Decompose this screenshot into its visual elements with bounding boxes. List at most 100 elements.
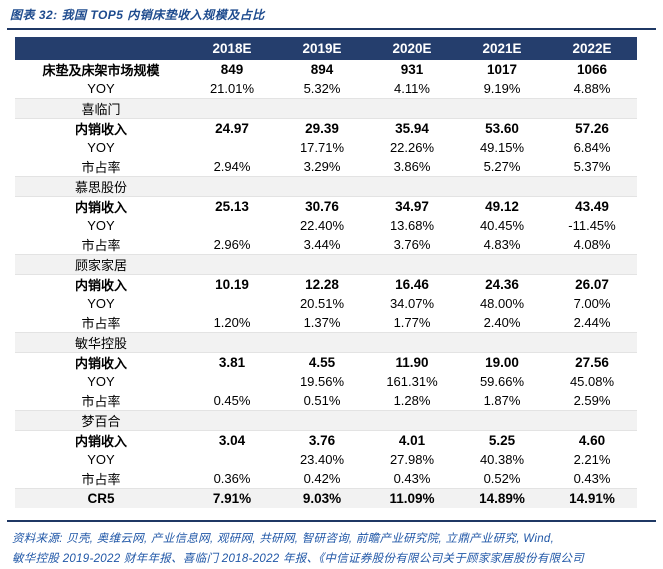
cell-value xyxy=(367,332,457,353)
cell-value: 35.94 xyxy=(395,121,429,136)
cell-value: 11.09% xyxy=(367,488,457,508)
cell-value: 161.31% xyxy=(386,374,438,389)
cell-value xyxy=(277,332,367,353)
cell-value: 43.49 xyxy=(575,199,609,214)
table-row: 喜临门 xyxy=(15,98,637,119)
row-label: 内销收入 xyxy=(74,356,127,371)
cell-value: 10.19 xyxy=(215,277,249,292)
source-line-2: 敏华控股 2019-2022 财年年报、喜临门 2018-2022 年报、《中信… xyxy=(12,553,585,565)
cell-value: 34.97 xyxy=(395,199,429,214)
cell-value: 1.77% xyxy=(393,315,431,330)
cell-value: 1017 xyxy=(486,62,518,77)
cell-value: 4.83% xyxy=(483,237,521,252)
cell-value: 17.71% xyxy=(299,140,345,155)
row-label: YOY xyxy=(87,296,115,311)
table-row: 市占率 1.20% 1.37% 1.77% 2.40% 2.44% xyxy=(15,313,637,333)
cell-value: 24.97 xyxy=(215,121,249,136)
cell-value: 30.76 xyxy=(305,199,339,214)
cell-value: 27.98% xyxy=(389,452,435,467)
table-body: 床垫及床架市场规模 849 894 931 1017 1066 YOY 21.01% 5.32%… xyxy=(15,60,637,508)
row-label: 内销收入 xyxy=(74,200,127,215)
cell-value: 0.45% xyxy=(213,393,251,408)
table-row: YOY 17.71% 22.26% 49.15% 6.84% xyxy=(15,138,637,157)
cell-value: 19.56% xyxy=(299,374,345,389)
cell-value: 49.15% xyxy=(479,140,525,155)
cell-value: 24.36 xyxy=(485,277,519,292)
cell-value: 27.56 xyxy=(575,355,609,370)
cell-value: 1.20% xyxy=(213,315,251,330)
cell-value: 45.08% xyxy=(569,374,615,389)
cell-value xyxy=(187,98,277,119)
row-label: 市占率 xyxy=(81,238,121,253)
cell-value: 5.32% xyxy=(303,81,341,96)
cell-value: 9.19% xyxy=(483,81,521,96)
cell-value xyxy=(547,254,637,275)
cell-value: 20.51% xyxy=(299,296,345,311)
cell-value: 2.94% xyxy=(213,159,251,174)
cell-value xyxy=(457,410,547,431)
cell-value: 13.68% xyxy=(389,218,435,233)
cell-value: 4.88% xyxy=(573,81,611,96)
column-header-2019e: 2019E xyxy=(277,37,367,60)
column-header-2021e: 2021E xyxy=(457,37,547,60)
cell-value: 40.45% xyxy=(479,218,525,233)
cell-value: 4.01 xyxy=(398,433,426,448)
cell-value xyxy=(187,294,277,313)
top5-mattress-table: 2018E 2019E 2020E 2021E 2022E 床垫及床架市场规模 849 89… xyxy=(15,37,637,508)
cell-value: 9.03% xyxy=(277,488,367,508)
table-row: 内销收入 24.97 29.39 35.94 53.60 57.26 xyxy=(15,119,637,139)
cell-value: 34.07% xyxy=(389,296,435,311)
table-row: 顾家家居 xyxy=(15,254,637,275)
row-label: 市占率 xyxy=(81,394,121,409)
row-label: 顾家家居 xyxy=(15,254,187,275)
row-label: YOY xyxy=(87,374,115,389)
cell-value xyxy=(187,176,277,197)
cell-value xyxy=(187,216,277,235)
cell-value xyxy=(187,372,277,391)
cell-value: 5.37% xyxy=(573,159,611,174)
cell-value: 7.91% xyxy=(187,488,277,508)
row-label: 床垫及床架市场规模 xyxy=(42,63,160,78)
cell-value: 0.51% xyxy=(303,393,341,408)
cell-value xyxy=(367,254,457,275)
table-row: YOY 20.51% 34.07% 48.00% 7.00% xyxy=(15,294,637,313)
cell-value: 57.26 xyxy=(575,121,609,136)
cell-value: 1.37% xyxy=(303,315,341,330)
table-row: CR5 7.91% 9.03% 11.09% 14.89% 14.91% xyxy=(15,488,637,508)
cell-value: 4.08% xyxy=(573,237,611,252)
cell-value: 0.43% xyxy=(573,471,611,486)
row-label: YOY xyxy=(87,218,115,233)
cell-value: 2.96% xyxy=(213,237,251,252)
cell-value xyxy=(367,98,457,119)
title-divider xyxy=(7,28,656,30)
cell-value: 25.13 xyxy=(215,199,249,214)
table-row: 市占率 0.45% 0.51% 1.28% 1.87% 2.59% xyxy=(15,391,637,411)
table-row: YOY 22.40% 13.68% 40.45% -11.45% xyxy=(15,216,637,235)
row-label: 内销收入 xyxy=(74,434,127,449)
table-row: 床垫及床架市场规模 849 894 931 1017 1066 xyxy=(15,60,637,79)
cell-value: 5.27% xyxy=(483,159,521,174)
cell-value: 26.07 xyxy=(575,277,609,292)
report-page: 图表 32: 我国 TOP5 内销床垫收入规模及占比 2018E 2019E 202… xyxy=(7,8,656,565)
cell-value: 3.04 xyxy=(218,433,246,448)
cell-value: 16.46 xyxy=(395,277,429,292)
cell-value xyxy=(187,410,277,431)
cell-value: 49.12 xyxy=(485,199,519,214)
cell-value: 3.29% xyxy=(303,159,341,174)
cell-value: 3.76 xyxy=(308,433,336,448)
cell-value xyxy=(367,176,457,197)
cell-value xyxy=(277,98,367,119)
row-label: 市占率 xyxy=(81,316,121,331)
source-line-1: 资料来源: 贝壳, 奥维云网, 产业信息网, 观研网, 共研网, 智研咨询, 前… xyxy=(12,533,555,545)
cell-value xyxy=(457,254,547,275)
cell-value: 2.59% xyxy=(573,393,611,408)
cell-value: 2.40% xyxy=(483,315,521,330)
row-label: 内销收入 xyxy=(74,122,127,137)
cell-value: 40.38% xyxy=(479,452,525,467)
source-note: 资料来源: 贝壳, 奥维云网, 产业信息网, 观研网, 共研网, 智研咨询, 前… xyxy=(0,522,663,569)
cell-value: 14.91% xyxy=(547,488,637,508)
table-row: 内销收入 25.13 30.76 34.97 49.12 43.49 xyxy=(15,197,637,217)
table-row: 梦百合 xyxy=(15,410,637,431)
cell-value: 48.00% xyxy=(479,296,525,311)
cell-value: 19.00 xyxy=(485,355,519,370)
